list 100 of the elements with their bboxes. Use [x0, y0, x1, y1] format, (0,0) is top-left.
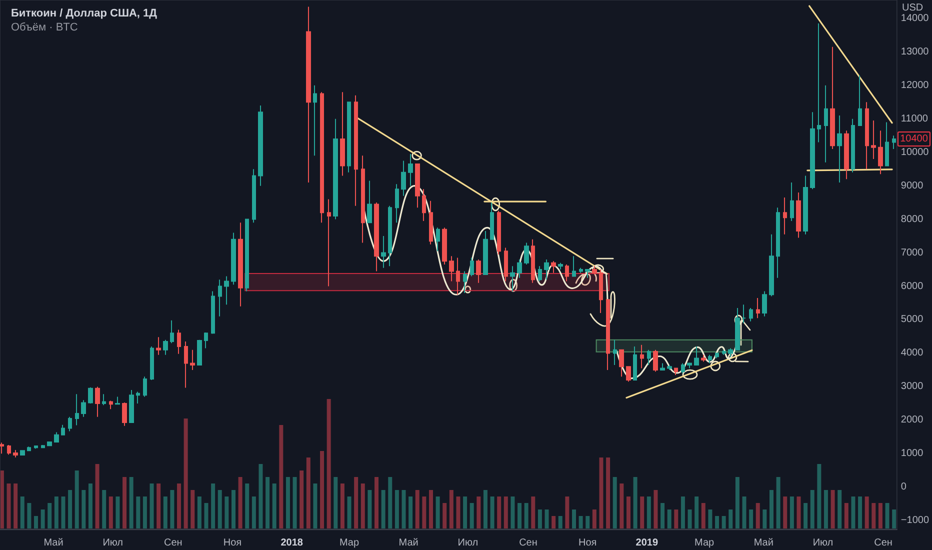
bar [108, 496, 113, 529]
bar [830, 490, 835, 529]
bar [116, 496, 120, 529]
bar [524, 503, 528, 529]
candlestick [524, 242, 529, 265]
bar [334, 477, 338, 529]
candlestick [224, 276, 229, 306]
candlestick [395, 184, 399, 224]
bar [204, 503, 208, 529]
candlestick [653, 349, 658, 372]
candlestick [830, 46, 835, 150]
bar [646, 496, 651, 529]
bar [565, 496, 570, 529]
bar [735, 477, 740, 529]
candlestick [585, 269, 590, 278]
candlestick [68, 416, 72, 432]
candlestick [177, 329, 181, 354]
candlestick [844, 130, 849, 180]
text: Биткоин / Доллар США, 1Д [11, 8, 158, 20]
bar [48, 503, 52, 529]
bar [354, 477, 358, 529]
x-tick-label: Июл [458, 538, 478, 548]
bar [54, 496, 58, 529]
y-tick-label: 0 [900, 482, 907, 493]
candlestick [490, 202, 494, 240]
bar [340, 484, 344, 529]
bar [770, 490, 774, 529]
candlestick [436, 227, 440, 252]
bar [715, 516, 720, 529]
y-tick-label: 7000 [900, 247, 924, 258]
x-tick-label: Май [398, 538, 418, 548]
candlestick [306, 6, 311, 183]
bar [796, 496, 801, 529]
bar [762, 510, 767, 529]
bar [783, 496, 788, 529]
bar [163, 496, 168, 529]
candlestick [776, 207, 780, 278]
candlestick [211, 290, 215, 334]
bar [34, 516, 38, 529]
candlestick [429, 200, 433, 245]
candlestick [756, 297, 760, 319]
y-tick-label: 13000 [900, 46, 930, 58]
candlestick [640, 344, 644, 369]
candlestick [231, 232, 236, 286]
bar [776, 477, 780, 529]
annotation: 10400 [900, 133, 928, 144]
bar [313, 484, 318, 529]
bar [231, 490, 236, 529]
bar [292, 477, 297, 529]
candlestick [824, 84, 828, 163]
bar [538, 510, 542, 529]
y-tick-label: 12000 [900, 80, 930, 91]
bar [851, 496, 856, 529]
bar [804, 503, 808, 529]
bar [177, 484, 182, 529]
bar [88, 484, 92, 529]
bar [490, 496, 494, 529]
bar [142, 496, 147, 529]
line-series [616, 344, 738, 380]
bar [258, 464, 263, 529]
candlestick [374, 202, 379, 272]
bar [150, 484, 154, 529]
x-tick-label: Мар [694, 538, 715, 548]
candlestick [483, 230, 488, 276]
candlestick [95, 386, 100, 418]
bar [415, 490, 420, 529]
bar [592, 510, 596, 529]
candlestick [197, 339, 202, 366]
candlestick [694, 346, 699, 366]
bar [790, 496, 794, 529]
candlestick [129, 390, 134, 424]
bar [694, 496, 699, 529]
candlestick [354, 94, 358, 206]
y-tick-label: 6000 [900, 280, 924, 292]
bar [381, 490, 386, 529]
candlestick [810, 112, 815, 190]
bar [374, 477, 379, 529]
bar [742, 496, 746, 529]
bar [286, 477, 290, 529]
bar [456, 496, 460, 529]
x-tick-label: Сен [519, 538, 538, 548]
bar [136, 496, 140, 529]
bar [266, 477, 270, 529]
candlestick [204, 332, 208, 349]
bar [558, 516, 562, 529]
x-tick-label: Июл [812, 538, 834, 548]
candlestick [790, 182, 794, 222]
y-tick-label: −1000 [900, 515, 930, 526]
bar [347, 496, 352, 529]
candlestick [258, 104, 263, 186]
bar [572, 510, 576, 529]
bar [518, 503, 522, 529]
y-tick-label: 3000 [900, 381, 924, 392]
candlestick [885, 122, 889, 166]
candlestick [538, 266, 542, 282]
bar [20, 496, 24, 529]
candlestick [381, 236, 386, 268]
candlestick [170, 320, 174, 344]
candlestick [551, 260, 556, 274]
bar [612, 477, 617, 529]
